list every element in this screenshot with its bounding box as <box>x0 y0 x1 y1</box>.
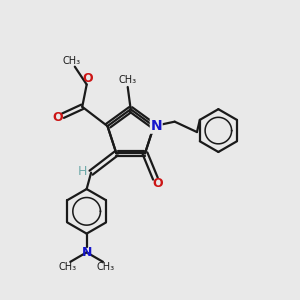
Text: O: O <box>152 178 163 190</box>
Text: N: N <box>81 246 92 259</box>
Text: CH₃: CH₃ <box>118 76 137 85</box>
Text: H: H <box>77 165 87 178</box>
Text: CH₃: CH₃ <box>63 56 81 66</box>
Text: N: N <box>150 119 162 133</box>
Text: CH₃: CH₃ <box>97 262 115 272</box>
Text: O: O <box>83 72 94 85</box>
Text: O: O <box>52 111 63 124</box>
Text: CH₃: CH₃ <box>58 262 76 272</box>
